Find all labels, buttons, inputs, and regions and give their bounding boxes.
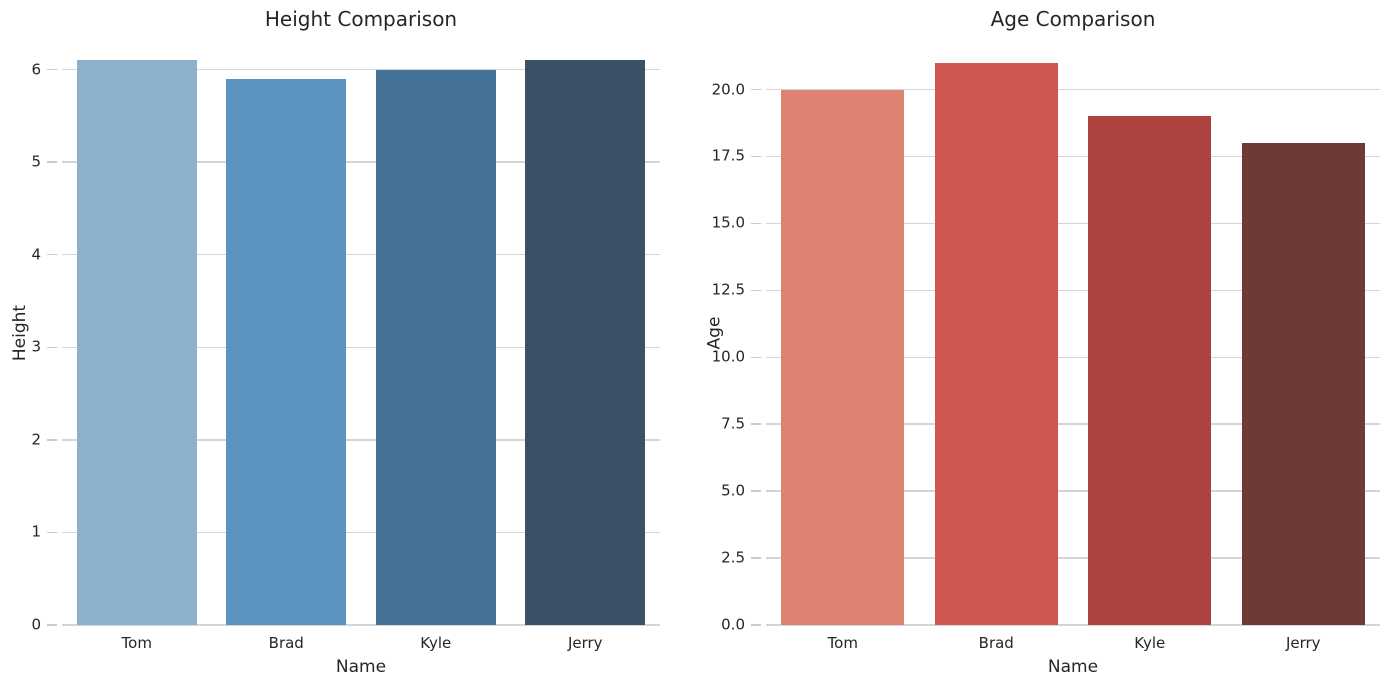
y-tick-mark: [47, 624, 57, 626]
x-tick-label: Brad: [268, 634, 304, 652]
gridline: [62, 346, 660, 349]
y-tick-mark: [47, 161, 57, 163]
gridline: [62, 68, 660, 71]
gridline: [62, 161, 660, 163]
y-tick-label: 17.5: [711, 146, 745, 165]
y-tick-mark: [751, 490, 761, 492]
gridline: [766, 222, 1380, 225]
age-chart-title: Age Comparison: [990, 7, 1156, 31]
y-tick-label: 5: [31, 152, 41, 171]
bar-kyle: [1088, 116, 1212, 625]
y-tick-mark: [751, 624, 761, 626]
gridline: [766, 88, 1380, 91]
height-plot-area: Height Comparison Height Name 0 1 2 3 4 5 6 Tom…: [10, 7, 660, 677]
y-tick-mark: [47, 531, 57, 534]
y-tick-label: 12.5: [711, 280, 745, 299]
gridline: [62, 624, 660, 626]
y-tick-label: 2: [31, 430, 41, 449]
gridline: [766, 490, 1380, 492]
y-tick-mark: [751, 289, 761, 292]
y-tick-label: 20.0: [711, 80, 745, 99]
gridline: [766, 356, 1380, 358]
y-tick-label: 2.5: [721, 548, 745, 567]
bar-tom: [76, 60, 197, 625]
gridline: [62, 439, 660, 441]
x-tick-label: Tom: [121, 634, 152, 652]
gridline: [766, 557, 1380, 559]
x-tick-label: Tom: [827, 634, 858, 652]
age-x-axis-label: Name: [1047, 657, 1099, 677]
y-tick-mark: [751, 222, 761, 225]
y-tick-mark: [751, 155, 761, 158]
bar-brad: [226, 78, 347, 625]
age-plot-area: Age Comparison Age Name 0.0 2.5 5.0 7.5 10.0…: [704, 7, 1380, 677]
y-tick-mark: [751, 88, 761, 91]
x-tick-label: Kyle: [420, 634, 452, 652]
gridline: [766, 155, 1380, 158]
y-tick-label: 5.0: [721, 481, 745, 500]
age-y-axis-label: Age: [704, 316, 725, 349]
y-tick-mark: [751, 356, 761, 358]
y-tick-label: 15.0: [711, 213, 745, 232]
y-tick-label: 7.5: [721, 414, 745, 433]
y-tick-mark: [751, 557, 761, 559]
x-tick-label: Jerry: [1285, 634, 1321, 652]
y-tick-mark: [47, 68, 57, 71]
height-y-axis-label: Height: [10, 304, 31, 361]
y-tick-mark: [751, 423, 761, 425]
bar-kyle: [375, 69, 496, 625]
x-tick-label: Kyle: [1134, 634, 1166, 652]
y-tick-label: 6: [31, 60, 41, 79]
bar-jerry: [525, 60, 646, 625]
bar-tom: [781, 89, 905, 625]
gridline: [766, 289, 1380, 292]
x-tick-label: Jerry: [567, 634, 603, 652]
gridline: [766, 423, 1380, 425]
height-x-axis-label: Name: [335, 657, 387, 677]
height-chart-title: Height Comparison: [264, 7, 458, 31]
y-tick-label: 3: [31, 337, 41, 356]
y-tick-label: 0: [31, 615, 41, 634]
y-tick-label: 1: [31, 522, 41, 541]
age-y-axis-label-wrap: Age: [704, 40, 724, 625]
bar-brad: [934, 62, 1058, 625]
bar-jerry: [1241, 143, 1365, 625]
y-tick-mark: [47, 346, 57, 349]
y-tick-mark: [47, 253, 57, 256]
gridline: [62, 531, 660, 534]
y-tick-label: 4: [31, 245, 41, 264]
y-tick-label: 0.0: [721, 615, 745, 634]
y-tick-mark: [47, 439, 57, 441]
x-tick-label: Brad: [978, 634, 1014, 652]
gridline: [766, 624, 1380, 626]
gridline: [62, 253, 660, 256]
y-tick-label: 10.0: [711, 347, 745, 366]
height-y-axis-label-wrap: Height: [10, 40, 30, 625]
